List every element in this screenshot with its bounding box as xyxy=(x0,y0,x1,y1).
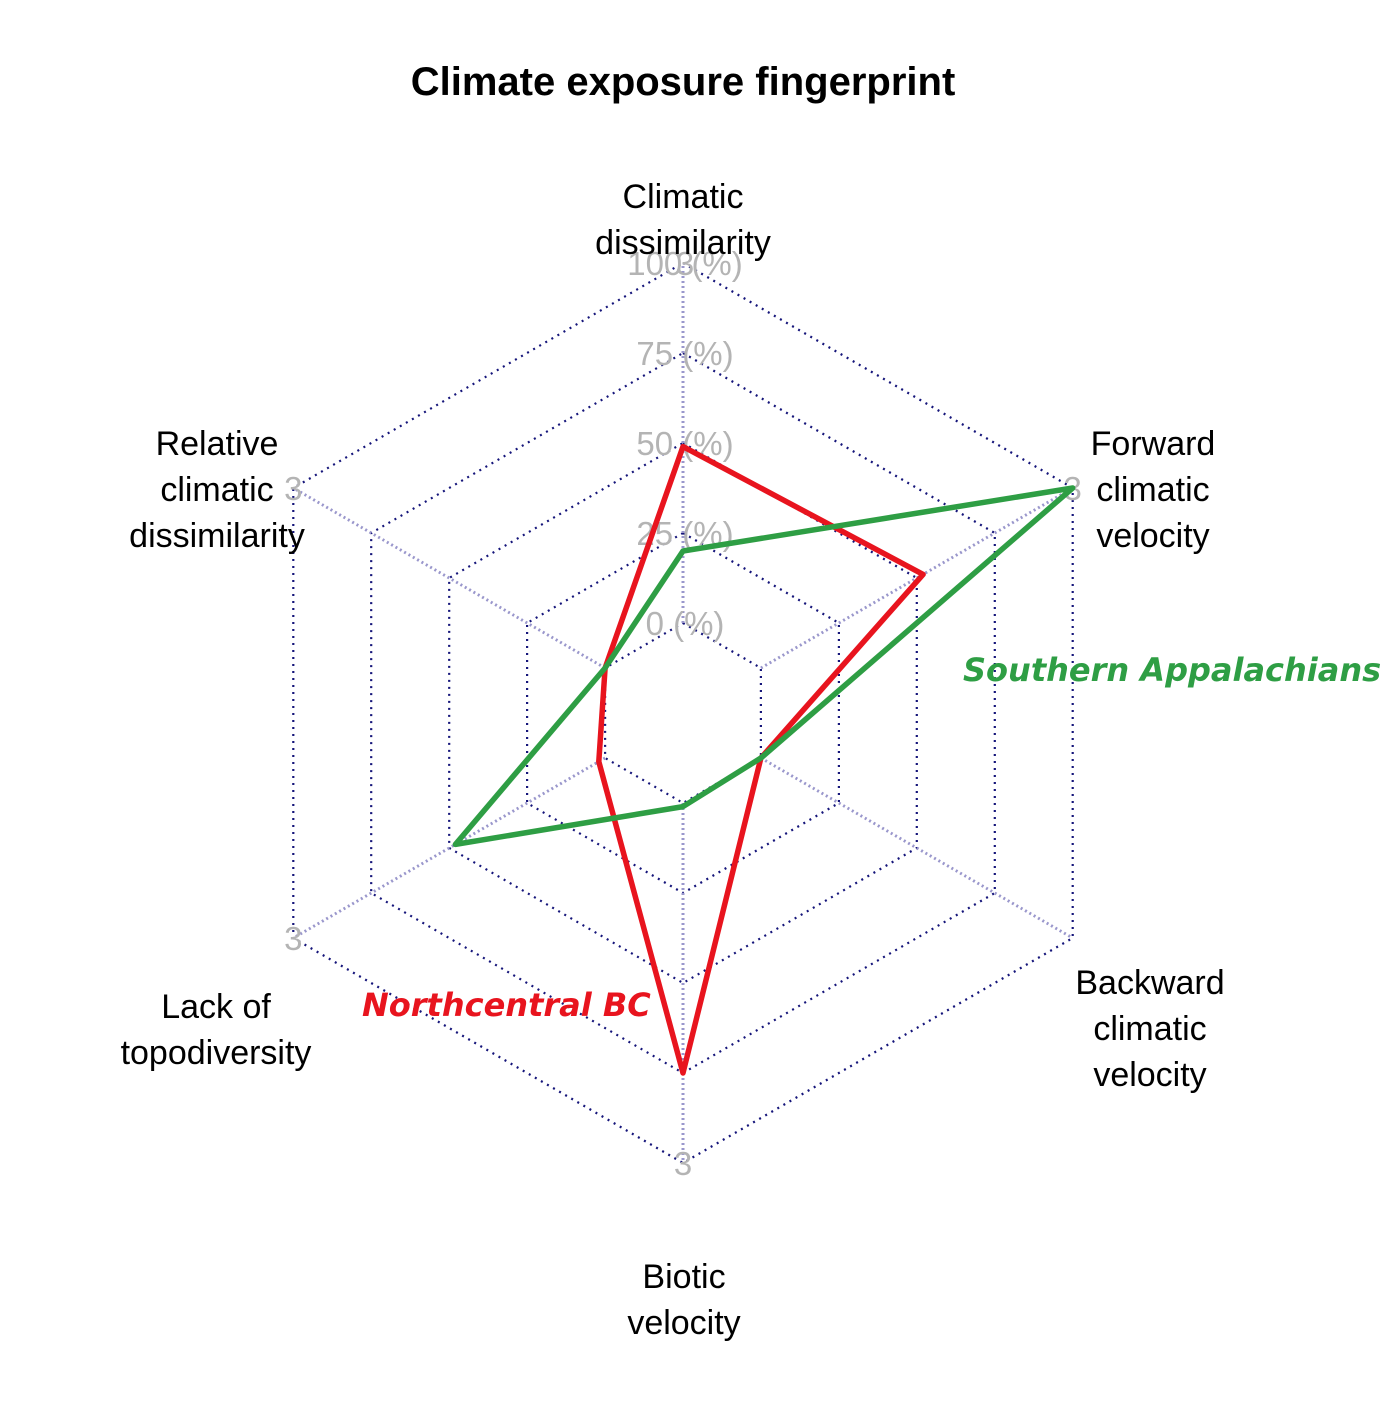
ring-labels: 0 (%)25 (%)50 (%)75 (%)100 (%)3 xyxy=(627,245,743,642)
axis-max-label: 3 xyxy=(674,1145,692,1182)
series-label: Southern Appalachians xyxy=(963,651,1381,689)
series-labels: Northcentral BC Southern Appalachians xyxy=(362,651,1381,1024)
ring-label: 75 (%) xyxy=(636,335,733,372)
axis-label: Backward climatic velocity xyxy=(1075,964,1224,1094)
axis-label: Lack of topodiversity xyxy=(121,988,312,1072)
axis-label: Biotic velocity xyxy=(627,1258,740,1342)
axis-spoke xyxy=(760,756,1074,940)
axis-label: Forward climatic velocity xyxy=(1091,425,1216,555)
axis-label: Climatic dissimilarity xyxy=(595,178,771,262)
chart-title: Climate exposure fingerprint xyxy=(411,60,956,104)
grid-ring-0 xyxy=(603,621,763,805)
axis-label: Relative climatic dissimilarity xyxy=(129,425,305,555)
series-label: Northcentral BC xyxy=(362,986,651,1024)
axis-spoke xyxy=(292,756,606,940)
radar-spokes xyxy=(292,263,1074,1163)
axis-max-label: 3 xyxy=(284,470,302,507)
axis-spoke xyxy=(292,486,606,670)
radar-series xyxy=(452,443,1076,1076)
ring-label: 50 (%) xyxy=(636,425,733,462)
ring-label: 0 (%) xyxy=(646,605,725,642)
ring-top-overlap-label: 3 xyxy=(676,245,694,282)
series-line-southern-appalachians xyxy=(452,485,1076,848)
axis-max-label: 3 xyxy=(284,920,302,957)
axis-labels: Climatic dissimilarity Forward climatic velo… xyxy=(121,178,1225,1342)
ring-label: 100 (%) xyxy=(627,245,743,282)
